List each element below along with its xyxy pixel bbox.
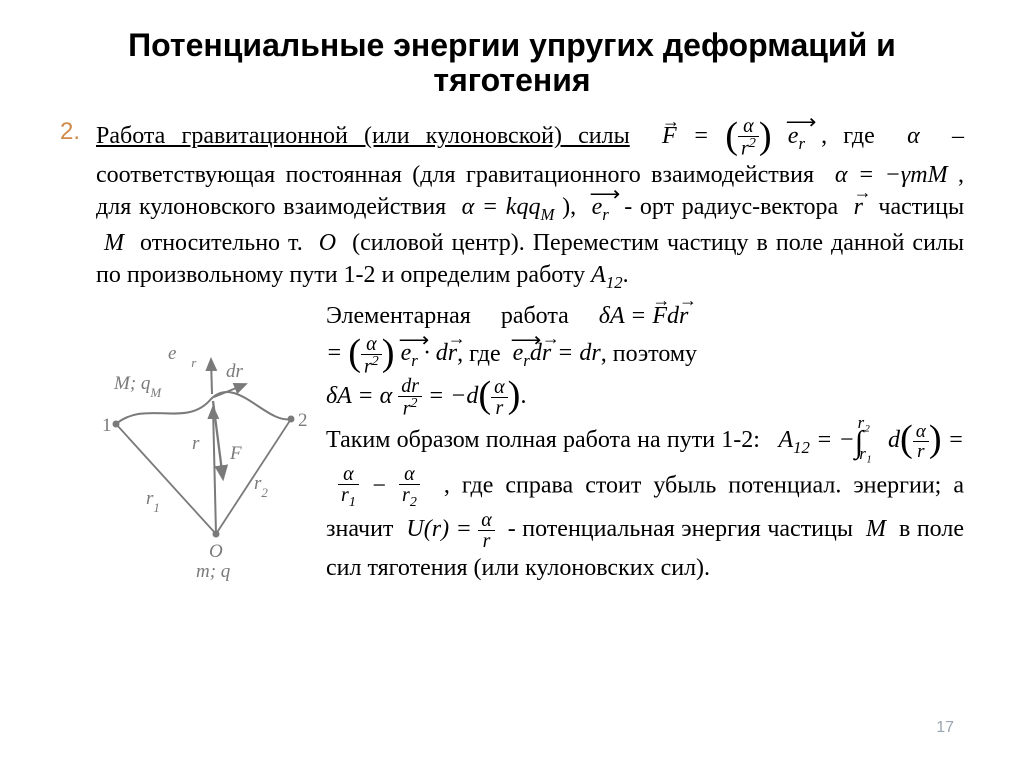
lbl-2: 2 [298,410,308,431]
t1: , где [821,123,875,149]
t4: ), [562,194,576,220]
lbl-mq: m; q [196,561,231,582]
M: M [96,230,132,256]
eq-grav: α = −γmM [824,162,958,188]
eq-coul: α = kqqM [454,194,562,220]
lbl-F: F⃗ [229,443,256,464]
r-vec: r [846,194,871,220]
lbl-1: 1 [102,415,112,436]
t7: относительно т. [140,230,303,256]
page-title: Потенциальные энергии упругих деформаций… [60,28,964,98]
page-number: 17 [936,719,954,737]
list-number: 2. [60,116,96,146]
slide: Потенциальные энергии упругих деформаций… [0,0,1024,598]
lbl-er: e⃗r [168,343,197,370]
er-vec: er [584,194,617,220]
content-column: Работа гравитационной (или кулоновской) … [96,116,964,598]
lbl-O: O [209,541,223,562]
t6: частицы [878,194,964,220]
lower-wrap: 1 2 O m; q r1 r2 [96,299,964,598]
lbl-dr: dr⃗ [226,361,258,382]
dot1: . [623,262,629,288]
lbl-r: r⃗ [192,433,214,454]
diagram: 1 2 O m; q r1 r2 [96,299,326,598]
lbl-MqM: M; qM [113,373,162,400]
lbl-r1: r1 [146,488,160,515]
line-dA-expand: = (αr2) er · dr, где erdr = dr, поэтому [326,334,964,377]
t5: - орт радиус-вектора [624,194,838,220]
alpha: α [891,123,936,149]
right-column: Элементарная работа δA = Fdr = (αr2) er … [326,299,964,586]
line-full-work: Таким образом полная работа на пути 1-2:… [326,419,964,586]
lead-underline: Работа гравитационной (или кулоновской) … [96,123,630,149]
physics-diagram-svg: 1 2 O m; q r1 r2 [96,329,316,589]
eq-force: F = (αr2) er [646,123,821,149]
lbl-r2: r2 [254,473,268,500]
O: O [311,230,344,256]
body: 2. Работа гравитационной (или кулоновско… [60,116,964,598]
A12: A12 [591,262,622,288]
